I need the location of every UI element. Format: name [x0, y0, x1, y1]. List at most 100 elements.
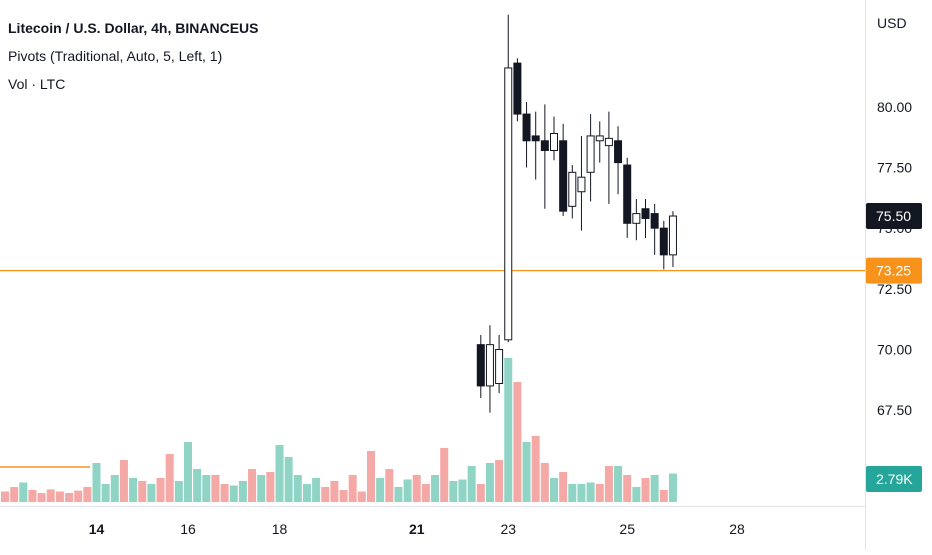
time-axis[interactable]: 14 16 18 21 23 25 28: [89, 521, 745, 537]
volume-bar: [138, 481, 147, 502]
volume-bar: [559, 472, 568, 502]
price-badge: 75.50: [866, 203, 922, 230]
volume-bar: [467, 466, 476, 502]
volume-bar: [641, 478, 650, 502]
volume-bar: [540, 463, 549, 502]
volume-bar: [458, 479, 467, 502]
price-tick-label: 67.50: [877, 402, 912, 418]
volume-bar: [248, 469, 257, 502]
volume-bar: [449, 481, 458, 502]
price-tick-label: 70.00: [877, 342, 912, 358]
volume-bar: [586, 482, 595, 502]
volume-bar: [37, 493, 46, 502]
volume-bar: [504, 358, 513, 502]
price-badge-label: 75.50: [876, 208, 911, 224]
volume-bar: [485, 463, 494, 502]
volume-bar: [302, 484, 311, 502]
pivots-indicator-label[interactable]: Pivots (Traditional, Auto, 5, Left, 1): [8, 48, 223, 64]
volume-bar: [65, 493, 74, 502]
candle-body: [495, 349, 504, 384]
candle-body: [559, 140, 568, 212]
volume-bar: [55, 491, 64, 502]
time-tick-label: 18: [272, 521, 288, 537]
pivot-badge: 73.25: [866, 257, 922, 284]
chart-legend: Litecoin / U.S. Dollar, 4h, BINANCEUS Pi…: [8, 14, 258, 98]
volume-bar: [101, 484, 110, 502]
candle-body: [623, 164, 632, 224]
candle-body: [568, 171, 577, 207]
volume-bar: [659, 490, 668, 502]
badge-layer: 75.50 73.25 2.79K: [866, 203, 922, 492]
volume-bar: [385, 469, 394, 502]
volume-bar: [367, 451, 375, 502]
volume-bar: [513, 382, 522, 502]
candle-body: [476, 344, 485, 387]
volume-bar: [550, 478, 558, 502]
candle-body: [604, 137, 613, 147]
volume-bar: [74, 490, 83, 502]
volume-bar: [376, 478, 385, 502]
volume-bar: [357, 491, 366, 502]
volume-bar: [668, 473, 677, 502]
volume-bar: [184, 442, 192, 502]
volume-bar: [495, 460, 504, 502]
volume-bar: [348, 475, 357, 502]
candle-layer: [476, 14, 677, 413]
volume-bar: [330, 481, 339, 502]
pivot-layer: [0, 270, 866, 468]
candle-body: [522, 113, 531, 142]
volume-bar: [1, 491, 9, 502]
volume-bar: [19, 482, 28, 502]
volume-bar: [632, 487, 641, 502]
volume-badge: 2.79K: [866, 466, 922, 492]
volume-bar: [257, 475, 266, 502]
candle-body: [632, 213, 641, 224]
volume-bar: [147, 484, 156, 502]
volume-bar: [46, 489, 55, 502]
volume-bar: [531, 436, 540, 502]
volume-bar: [174, 481, 183, 502]
candle-body: [550, 132, 558, 151]
volume-bar: [321, 487, 330, 502]
volume-bar: [193, 469, 202, 502]
volume-bar: [339, 490, 348, 502]
volume-bar: [211, 475, 220, 502]
candle-body: [614, 140, 623, 164]
candle-body: [650, 213, 659, 229]
time-tick-label: 21: [409, 521, 425, 537]
time-tick-label: 16: [180, 521, 196, 537]
volume-bar: [293, 475, 302, 502]
volume-bar: [403, 479, 412, 502]
candle-body: [504, 67, 513, 341]
price-tick-label: 77.50: [877, 159, 912, 175]
volume-bar: [476, 484, 485, 502]
volume-bar: [577, 484, 586, 502]
time-tick-label: 25: [619, 521, 635, 537]
volume-layer: [1, 358, 677, 502]
volume-bar: [266, 472, 275, 502]
volume-bar: [421, 484, 430, 502]
volume-bar: [165, 454, 174, 502]
time-tick-label: 14: [89, 521, 105, 537]
volume-bar: [238, 481, 247, 502]
volume-bar: [614, 466, 623, 502]
volume-bar: [10, 487, 19, 502]
volume-indicator-label[interactable]: Vol · LTC: [8, 76, 66, 92]
candle-body: [641, 208, 650, 219]
volume-bar: [284, 457, 293, 502]
candle-body: [586, 135, 595, 173]
volume-bar: [604, 466, 613, 502]
time-tick-label: 28: [729, 521, 745, 537]
volume-bar: [83, 487, 92, 502]
volume-bar: [28, 490, 37, 502]
volume-badge-label: 2.79K: [876, 471, 913, 487]
candle-body: [577, 176, 586, 193]
volume-bar: [129, 478, 138, 502]
symbol-title[interactable]: Litecoin / U.S. Dollar, 4h, BINANCEUS: [8, 20, 259, 36]
candle-body: [513, 62, 522, 115]
volume-bar: [110, 475, 119, 502]
candle-body: [595, 135, 604, 142]
